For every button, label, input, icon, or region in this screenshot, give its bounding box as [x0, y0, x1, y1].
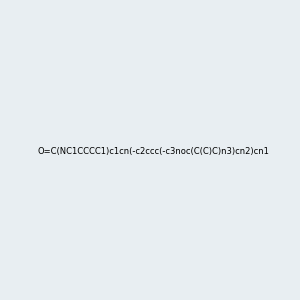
Text: O=C(NC1CCCC1)c1cn(-c2ccc(-c3noc(C(C)C)n3)cn2)cn1: O=C(NC1CCCC1)c1cn(-c2ccc(-c3noc(C(C)C)n3… — [38, 147, 270, 156]
